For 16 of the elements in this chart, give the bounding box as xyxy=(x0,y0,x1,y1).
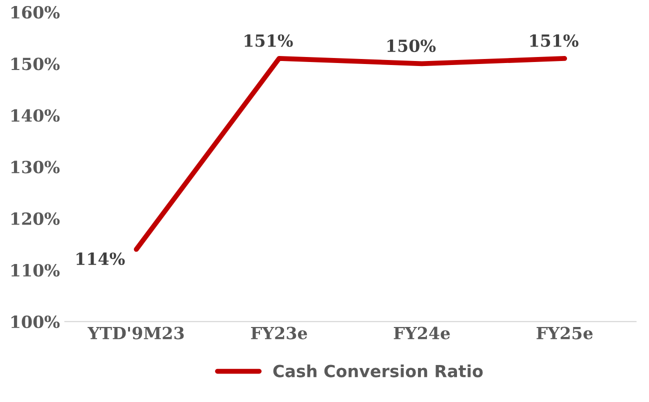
y-tick-label: 110% xyxy=(11,264,60,277)
y-tick-label: 150% xyxy=(11,58,60,70)
data-label: 151% xyxy=(244,34,293,47)
y-tick-label: 140% xyxy=(11,109,60,122)
data-label: 151% xyxy=(530,34,578,47)
x-tick-label: FY24e xyxy=(394,326,450,340)
data-label: 150% xyxy=(387,39,436,52)
x-tick-label: FY23e xyxy=(251,326,308,340)
legend-label: Cash Conversion Ratio xyxy=(273,364,483,378)
y-tick-label: 130% xyxy=(11,160,60,174)
x-tick-label: YTD'9M23 xyxy=(88,326,184,340)
data-label: 114% xyxy=(76,252,125,266)
x-tick-label: FY25e xyxy=(536,326,593,340)
y-tick-label: 160% xyxy=(11,6,60,19)
y-tick-label: 100% xyxy=(11,316,60,328)
y-tick-label: 120% xyxy=(11,212,60,225)
